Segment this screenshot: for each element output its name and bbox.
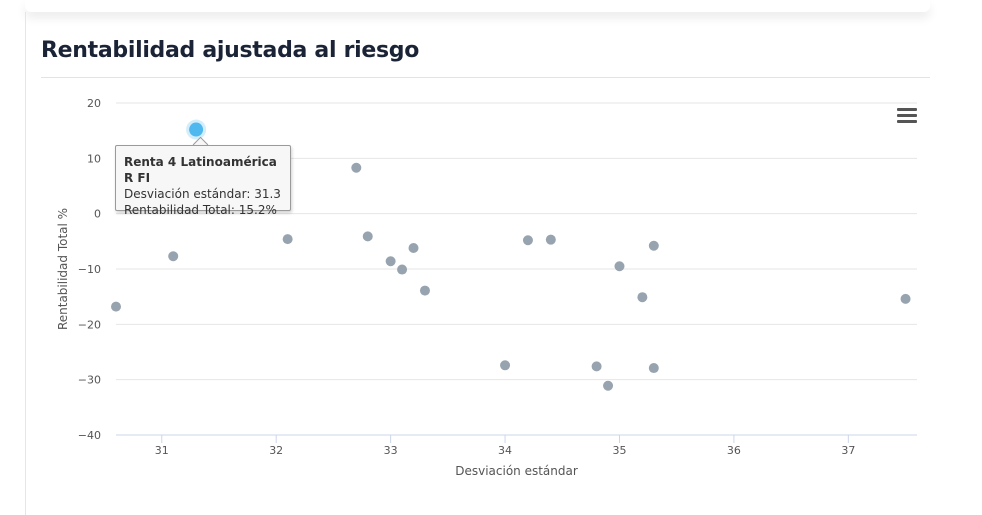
y-tick-label: 0 <box>94 208 101 221</box>
data-point[interactable] <box>648 363 659 374</box>
highlighted-data-point[interactable] <box>189 122 204 137</box>
data-point[interactable] <box>603 380 614 391</box>
tooltip-x-label: Desviación estándar: <box>124 187 255 201</box>
data-point[interactable] <box>500 360 511 371</box>
tooltip-y-value: 15.2% <box>238 203 277 217</box>
y-tick-label: −10 <box>78 263 101 276</box>
x-tick-label: 32 <box>269 444 283 457</box>
x-tick-label: 31 <box>155 444 169 457</box>
top-card-edge <box>25 0 930 12</box>
data-point[interactable] <box>545 234 556 245</box>
data-point[interactable] <box>111 301 121 312</box>
data-point[interactable] <box>351 162 362 173</box>
data-point[interactable] <box>591 361 602 372</box>
data-point[interactable] <box>637 292 648 303</box>
tooltip-x-value: 31.3 <box>254 187 281 201</box>
y-tick-label: −40 <box>78 429 101 442</box>
data-point[interactable] <box>408 242 419 253</box>
x-tick-label: 37 <box>841 444 855 457</box>
page-title: Rentabilidad ajustada al riesgo <box>41 38 420 63</box>
data-point[interactable] <box>282 234 293 245</box>
data-point[interactable] <box>419 285 430 296</box>
left-border <box>25 12 26 515</box>
x-tick-label: 33 <box>384 444 398 457</box>
data-point[interactable] <box>614 261 625 272</box>
point-tooltip: Renta 4 Latinoamérica R FI Desviación es… <box>115 145 291 217</box>
y-tick-label: 20 <box>87 97 101 110</box>
tooltip-y-label: Rentabilidad Total: <box>124 203 239 217</box>
y-tick-label: 10 <box>87 152 101 165</box>
data-point[interactable] <box>397 264 408 275</box>
x-tick-label: 36 <box>727 444 741 457</box>
x-tick-label: 34 <box>498 444 512 457</box>
x-axis-title: Desviación estándar <box>455 464 578 478</box>
scatter-chart: 20 10 0 −10 −20 −30 −40 31 32 33 34 35 36 37 Desviació… <box>56 97 917 478</box>
data-point[interactable] <box>648 240 659 251</box>
title-divider <box>41 77 930 78</box>
tooltip-line-x: Desviación estándar: 31.3 <box>124 186 290 202</box>
data-point[interactable] <box>362 231 373 242</box>
hamburger-menu-icon[interactable] <box>897 108 917 124</box>
y-tick-label: −30 <box>78 374 101 387</box>
y-tick-label: −20 <box>78 318 101 331</box>
data-point[interactable] <box>168 251 179 262</box>
data-point[interactable] <box>385 256 396 267</box>
tooltip-line-y: Rentabilidad Total: 15.2% <box>124 202 290 218</box>
data-point[interactable] <box>900 293 911 304</box>
tooltip-title: Renta 4 Latinoamérica R FI <box>124 155 277 185</box>
data-point[interactable] <box>522 235 533 246</box>
x-tick-label: 35 <box>612 444 626 457</box>
y-axis-title: Rentabilidad Total % <box>56 208 70 330</box>
